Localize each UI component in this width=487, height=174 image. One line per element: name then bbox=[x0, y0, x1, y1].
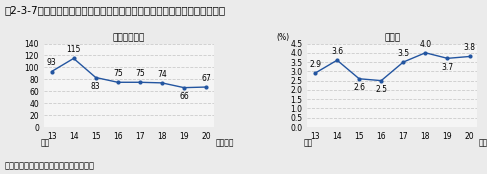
Text: 平成: 平成 bbox=[40, 138, 50, 147]
Text: 4.0: 4.0 bbox=[419, 40, 431, 49]
Text: 67: 67 bbox=[201, 74, 211, 83]
Title: 参加自治体数: 参加自治体数 bbox=[112, 34, 145, 43]
Text: (%): (%) bbox=[277, 33, 290, 42]
Title: 参加率: 参加率 bbox=[384, 34, 400, 43]
Text: 3.7: 3.7 bbox=[441, 62, 453, 72]
Text: （年度）: （年度） bbox=[479, 138, 487, 147]
Text: 3.8: 3.8 bbox=[464, 43, 475, 52]
Text: 75: 75 bbox=[113, 69, 123, 78]
Text: 2.9: 2.9 bbox=[309, 60, 321, 69]
Text: （年度）: （年度） bbox=[216, 138, 234, 147]
Text: 2.5: 2.5 bbox=[375, 85, 387, 94]
Text: 出典：環境首都コンテストネットワーク: 出典：環境首都コンテストネットワーク bbox=[5, 161, 95, 171]
Text: 115: 115 bbox=[66, 45, 81, 54]
Text: 3.6: 3.6 bbox=[331, 47, 343, 56]
Text: 75: 75 bbox=[135, 69, 145, 78]
Text: 2.6: 2.6 bbox=[353, 83, 365, 92]
Text: 74: 74 bbox=[157, 70, 167, 79]
Text: 66: 66 bbox=[179, 92, 189, 101]
Text: 平成: 平成 bbox=[304, 138, 313, 147]
Text: 93: 93 bbox=[47, 58, 56, 67]
Text: 3.5: 3.5 bbox=[397, 49, 410, 58]
Text: 83: 83 bbox=[91, 82, 100, 91]
Text: 図2-3-7　「日本の環境首都コンテスト」への参加自治体数と参加率の推移: 図2-3-7 「日本の環境首都コンテスト」への参加自治体数と参加率の推移 bbox=[5, 5, 226, 15]
